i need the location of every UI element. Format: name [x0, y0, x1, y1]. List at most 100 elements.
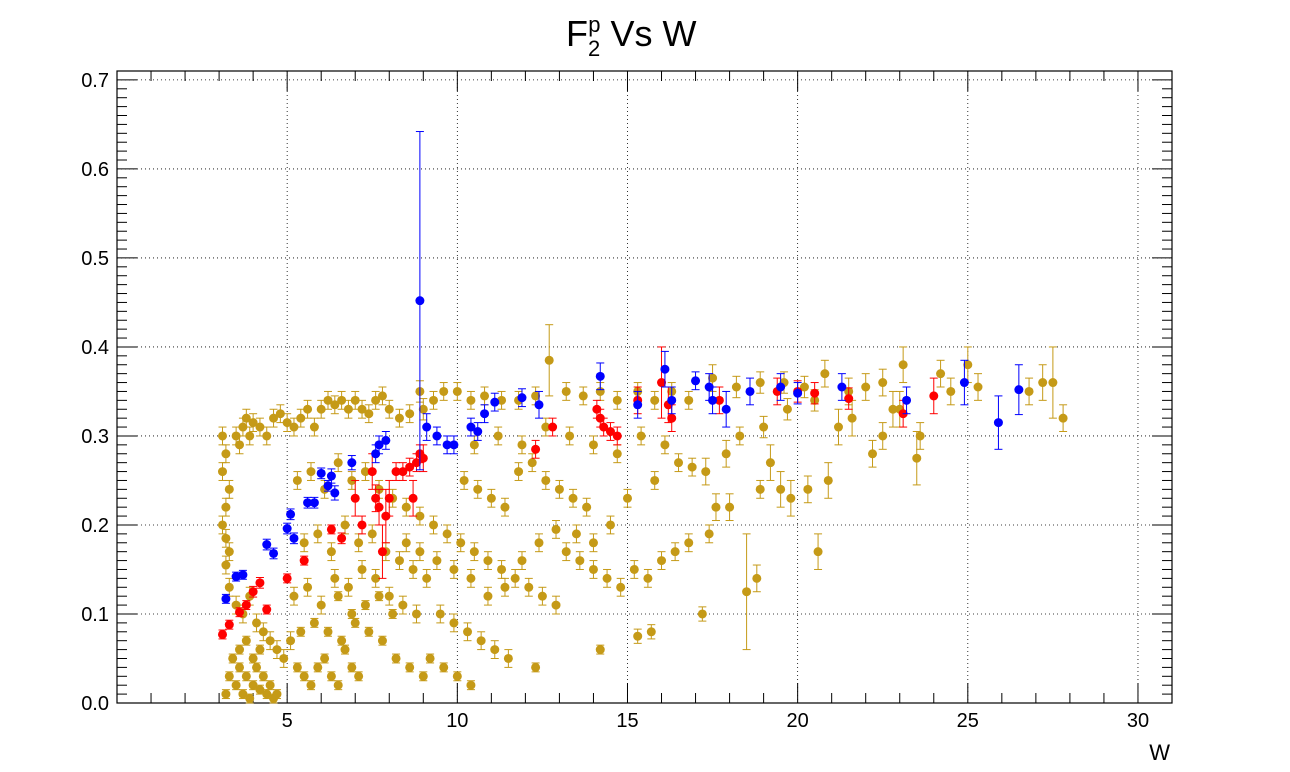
data-point [296, 413, 306, 423]
data-point [224, 620, 234, 630]
data-point [323, 627, 333, 637]
data-point [527, 458, 537, 468]
data-point [497, 564, 507, 574]
data-point [541, 422, 551, 432]
data-point [490, 645, 500, 655]
data-point [224, 671, 234, 681]
data-point [241, 413, 251, 423]
data-point [296, 627, 306, 637]
x-tick-label: 10 [446, 710, 468, 732]
data-point [725, 502, 735, 512]
data-point [456, 538, 466, 548]
data-point [1048, 378, 1058, 388]
data-point [534, 538, 544, 548]
data-point [483, 591, 493, 601]
data-point [823, 475, 833, 485]
data-point [531, 662, 541, 672]
data-point [605, 520, 615, 530]
data-point [262, 689, 272, 699]
data-point [218, 629, 227, 639]
axis-ticks [117, 71, 1172, 704]
data-point [595, 645, 605, 655]
data-point [401, 502, 411, 512]
data-point [241, 636, 251, 646]
data-point [405, 409, 415, 419]
data-point [374, 502, 384, 512]
data-point [793, 388, 803, 398]
data-point [360, 600, 370, 610]
data-point [364, 627, 374, 637]
data-point [517, 393, 527, 403]
y-tick-labels: 0.0 0.1 0.2 0.3 0.4 0.5 0.6 0.7 [81, 70, 109, 715]
data-point [255, 578, 265, 588]
data-point [486, 493, 496, 503]
data-point [476, 636, 486, 646]
data-point [269, 548, 279, 558]
data-point [262, 540, 272, 550]
data-point [667, 413, 677, 423]
data-point [786, 493, 796, 503]
data-point [218, 467, 227, 477]
data-point [561, 386, 571, 396]
data-point [282, 573, 292, 583]
data-point [330, 488, 340, 498]
x-tick-label: 15 [616, 710, 638, 732]
data-point [377, 547, 387, 557]
data-point [235, 662, 245, 672]
data-point [224, 484, 234, 494]
data-point [218, 431, 227, 441]
data-point [813, 547, 823, 557]
data-point [531, 391, 541, 401]
data-point [612, 431, 622, 441]
data-point [255, 685, 265, 695]
data-point [241, 600, 251, 610]
data-point [612, 395, 622, 405]
data-point [408, 493, 418, 503]
data-point [466, 680, 476, 690]
x-tick-label: 20 [787, 710, 809, 732]
data-point [255, 422, 265, 432]
data-point [248, 587, 258, 597]
data-point [394, 413, 404, 423]
data-point [224, 547, 234, 557]
data-point [755, 378, 765, 388]
data-point [735, 431, 745, 441]
data-point [582, 502, 592, 512]
data-point [330, 400, 340, 410]
data-point [575, 556, 585, 566]
data-point [377, 636, 387, 646]
data-point [384, 404, 394, 414]
data-point [820, 369, 830, 379]
x-axis-label: W [1149, 740, 1170, 765]
data-point [534, 400, 544, 410]
data-point [408, 564, 418, 574]
data-point [235, 440, 245, 450]
data-point [429, 395, 438, 405]
data-point [388, 609, 398, 619]
data-point [752, 573, 762, 583]
data-point [435, 609, 445, 619]
data-point [350, 493, 360, 503]
data-point [721, 404, 731, 414]
data-point [667, 395, 677, 405]
data-point [868, 449, 878, 459]
data-point [697, 609, 707, 619]
data-point [568, 493, 578, 503]
data-point [221, 594, 231, 604]
data-point [303, 582, 313, 592]
data-point [588, 538, 598, 548]
data-point [405, 662, 415, 672]
data-point [340, 645, 350, 655]
data-point [915, 431, 925, 441]
data-point [803, 484, 813, 494]
data-point [384, 493, 394, 503]
data-point [258, 671, 268, 681]
data-point [684, 395, 694, 405]
data-point [248, 653, 258, 663]
data-point [633, 400, 643, 410]
data-point [708, 373, 718, 383]
data-point [309, 618, 319, 628]
data-point [248, 680, 258, 690]
data-point [912, 453, 922, 463]
data-point [371, 573, 381, 583]
